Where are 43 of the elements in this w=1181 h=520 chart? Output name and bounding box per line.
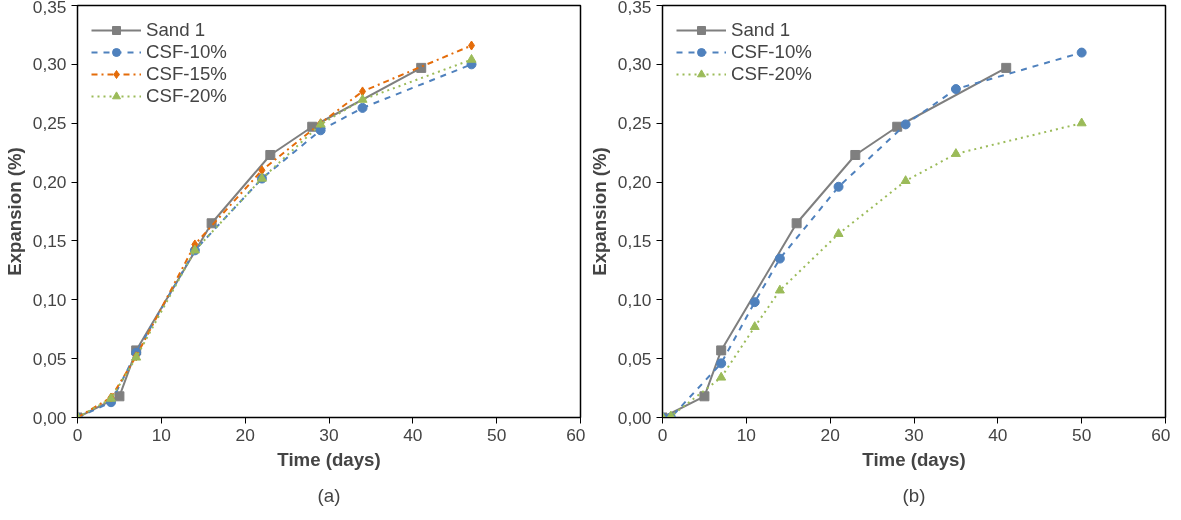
y-tick-label: 0,05 bbox=[617, 348, 652, 369]
legend-label: Sand 1 bbox=[731, 19, 791, 41]
x-axis-title: Time (days) bbox=[277, 448, 381, 470]
y-tick-label: 0,25 bbox=[617, 113, 652, 134]
x-tick-label: 30 bbox=[319, 424, 339, 445]
x-tick-label: 50 bbox=[1072, 424, 1092, 445]
x-tick-label: 20 bbox=[820, 424, 840, 445]
y-axis-title: Expansion (%) bbox=[3, 147, 25, 276]
y-tick-label: 0,20 bbox=[617, 172, 652, 193]
x-tick-label: 10 bbox=[151, 424, 171, 445]
x-tick-label: 30 bbox=[904, 424, 924, 445]
x-tick-label: 20 bbox=[235, 424, 255, 445]
y-tick-label: 0,10 bbox=[32, 289, 67, 310]
x-tick-label: 60 bbox=[566, 424, 586, 445]
x-tick-label: 60 bbox=[1151, 424, 1171, 445]
x-tick-label: 10 bbox=[736, 424, 756, 445]
text: (b) bbox=[902, 484, 926, 506]
y-axis-title: Expansion (%) bbox=[588, 147, 610, 276]
y-tick-label: 0,30 bbox=[617, 54, 652, 75]
y-tick-label: 0,20 bbox=[32, 172, 67, 193]
y-tick-label: 0,15 bbox=[617, 230, 652, 251]
y-tick-label: 0,00 bbox=[32, 407, 67, 428]
legend-label: CSF-10% bbox=[146, 41, 227, 63]
legend-label: Sand 1 bbox=[146, 19, 206, 41]
y-tick-label: 0,10 bbox=[617, 289, 652, 310]
legend-label: CSF-20% bbox=[146, 85, 227, 107]
y-tick-label: 0,00 bbox=[617, 407, 652, 428]
x-axis-title: Time (days) bbox=[862, 448, 966, 470]
x-tick-label: 0 bbox=[657, 424, 668, 445]
y-tick-label: 0,30 bbox=[32, 54, 67, 75]
text: (a) bbox=[317, 484, 341, 506]
y-tick-label: 0,35 bbox=[32, 0, 67, 17]
y-tick-label: 0,25 bbox=[32, 113, 67, 134]
x-tick-label: 0 bbox=[72, 424, 83, 445]
y-tick-label: 0,15 bbox=[32, 230, 67, 251]
y-tick-label: 0,35 bbox=[617, 0, 652, 17]
legend-label: CSF-15% bbox=[146, 63, 227, 85]
x-tick-label: 40 bbox=[403, 424, 423, 445]
legend-label: CSF-10% bbox=[731, 41, 812, 63]
x-tick-label: 40 bbox=[988, 424, 1008, 445]
x-tick-label: 50 bbox=[487, 424, 507, 445]
y-tick-label: 0,05 bbox=[32, 348, 67, 369]
legend-label: CSF-20% bbox=[731, 63, 812, 85]
